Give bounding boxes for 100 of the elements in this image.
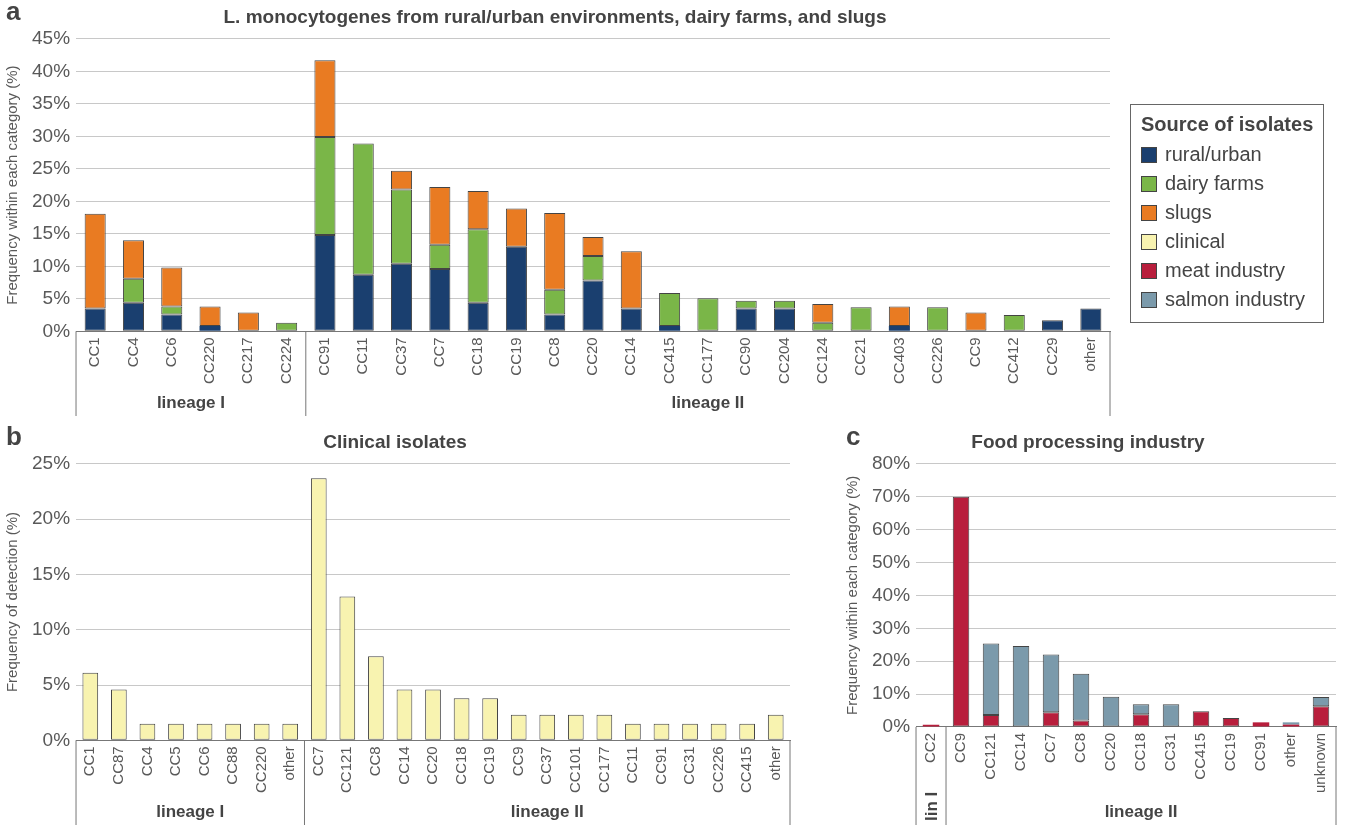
y-tick-label: 15% — [32, 562, 71, 584]
chart-title: Clinical isolates — [323, 430, 467, 452]
x-tick-label: CC415 — [1191, 732, 1209, 780]
x-tick-label: CC11 — [623, 746, 641, 784]
x-tick-label: CC9 — [951, 732, 969, 763]
x-tick-label: CC415 — [659, 337, 677, 385]
x-tick-label: CC88 — [223, 746, 241, 785]
y-tick-label: 40% — [872, 583, 911, 605]
x-tick-label: CC20 — [1101, 732, 1119, 772]
y-tick-label: 0% — [42, 728, 71, 750]
y-tick-label: 45% — [32, 27, 71, 49]
x-tick-label: CC121 — [981, 732, 999, 780]
text: b — [6, 421, 22, 452]
x-tick-label: CC87 — [109, 746, 127, 785]
y-axis-title: Frequency within each category (%) — [843, 475, 861, 716]
y-tick-label: 80% — [872, 452, 911, 474]
x-tick-label: CC8 — [1071, 732, 1089, 763]
x-tick-label: CC31 — [1161, 732, 1179, 772]
x-tick-label: other — [1281, 732, 1299, 768]
x-tick-label: CC21 — [851, 337, 869, 376]
y-axis-title: Frequency of detection (%) — [3, 512, 21, 693]
x-tick-label: CC5 — [166, 746, 184, 777]
bar — [659, 326, 681, 331]
x-tick-label: CC415 — [737, 746, 755, 794]
x-tick-label: CC31 — [680, 746, 698, 785]
x-tick-label: unknown — [1311, 732, 1329, 793]
y-tick-label: 0% — [882, 715, 911, 737]
x-tick-label: CC224 — [276, 337, 294, 385]
text: lineage I — [156, 393, 225, 412]
y-tick-label: 5% — [42, 673, 71, 695]
text: lineage II — [671, 393, 745, 412]
y-tick-label: 30% — [32, 124, 71, 146]
x-tick-label: CC9 — [508, 746, 526, 777]
x-tick-label: CC6 — [194, 746, 212, 777]
bar — [888, 326, 910, 331]
x-tick-label: CC177 — [698, 337, 716, 385]
x-tick-label: CC37 — [391, 337, 409, 376]
x-tick-label: CC6 — [161, 337, 179, 368]
y-tick-label: 15% — [32, 222, 71, 244]
bar — [1252, 722, 1270, 727]
legend-title: Source of isolates — [1141, 113, 1314, 136]
y-tick-label: 10% — [32, 254, 71, 276]
x-tick-label: CC7 — [308, 746, 326, 777]
text: a — [6, 0, 21, 27]
y-tick-label: 20% — [32, 189, 71, 211]
x-tick-label: CC4 — [137, 746, 155, 777]
x-tick-label: CC90 — [736, 337, 754, 376]
x-tick-label: CC18 — [468, 337, 486, 376]
x-tick-label: CC7 — [429, 337, 447, 368]
x-tick-label: CC14 — [621, 337, 639, 376]
legend-label: rural/urban — [1165, 143, 1262, 166]
x-tick-label: CC19 — [1221, 732, 1239, 772]
x-tick-label: CC8 — [544, 337, 562, 368]
x-tick-label: CC403 — [889, 337, 907, 385]
x-tick-label: CC226 — [927, 337, 945, 385]
x-tick-label: CC11 — [353, 337, 371, 375]
legend-label: salmon industry — [1165, 288, 1306, 311]
text: c — [846, 421, 861, 452]
x-tick-label: other — [765, 746, 783, 781]
x-tick-label: CC20 — [583, 337, 601, 376]
x-tick-label: CC29 — [1042, 337, 1060, 376]
x-tick-label: CC217 — [238, 337, 256, 385]
chart-title: Food processing industry — [971, 430, 1206, 452]
legend-label: dairy farms — [1165, 172, 1264, 195]
x-tick-label: CC14 — [1011, 732, 1029, 772]
legend-label: clinical — [1165, 230, 1226, 253]
y-tick-label: 70% — [872, 484, 911, 506]
x-tick-label: CC226 — [708, 746, 726, 794]
x-tick-label: CC121 — [337, 746, 355, 794]
y-tick-label: 30% — [872, 616, 911, 638]
y-tick-label: 20% — [32, 507, 71, 529]
x-tick-label: CC220 — [251, 746, 269, 794]
x-tick-label: CC19 — [506, 337, 524, 376]
x-tick-label: other — [1080, 337, 1098, 372]
legend-label: meat industry — [1165, 259, 1286, 282]
x-tick-label: CC91 — [1251, 732, 1269, 772]
y-tick-label: 35% — [32, 92, 71, 114]
y-tick-label: 25% — [32, 452, 71, 474]
x-tick-label: CC1 — [85, 337, 103, 368]
x-tick-label: CC18 — [1131, 732, 1149, 772]
x-tick-label: CC177 — [594, 746, 612, 794]
y-tick-label: 60% — [872, 517, 911, 539]
x-tick-label: other — [280, 746, 298, 781]
legend-label: slugs — [1165, 201, 1212, 224]
y-tick-label: 10% — [32, 617, 71, 639]
text: lin I — [922, 791, 942, 821]
x-tick-label: CC220 — [200, 337, 218, 385]
x-tick-label: CC19 — [480, 746, 498, 785]
x-tick-label: CC20 — [423, 746, 441, 785]
x-tick-label: CC412 — [1004, 337, 1022, 385]
y-tick-label: 10% — [872, 682, 911, 704]
x-tick-label: CC8 — [366, 746, 384, 777]
bar — [199, 326, 221, 331]
y-tick-label: 5% — [42, 287, 71, 309]
y-tick-label: 50% — [872, 550, 911, 572]
x-tick-label: CC91 — [651, 746, 669, 785]
y-tick-label: 40% — [32, 59, 71, 81]
x-tick-label: CC2 — [921, 732, 939, 763]
x-tick-label: CC37 — [537, 746, 555, 785]
y-axis-title: Frequency within each category (%) — [3, 65, 21, 305]
